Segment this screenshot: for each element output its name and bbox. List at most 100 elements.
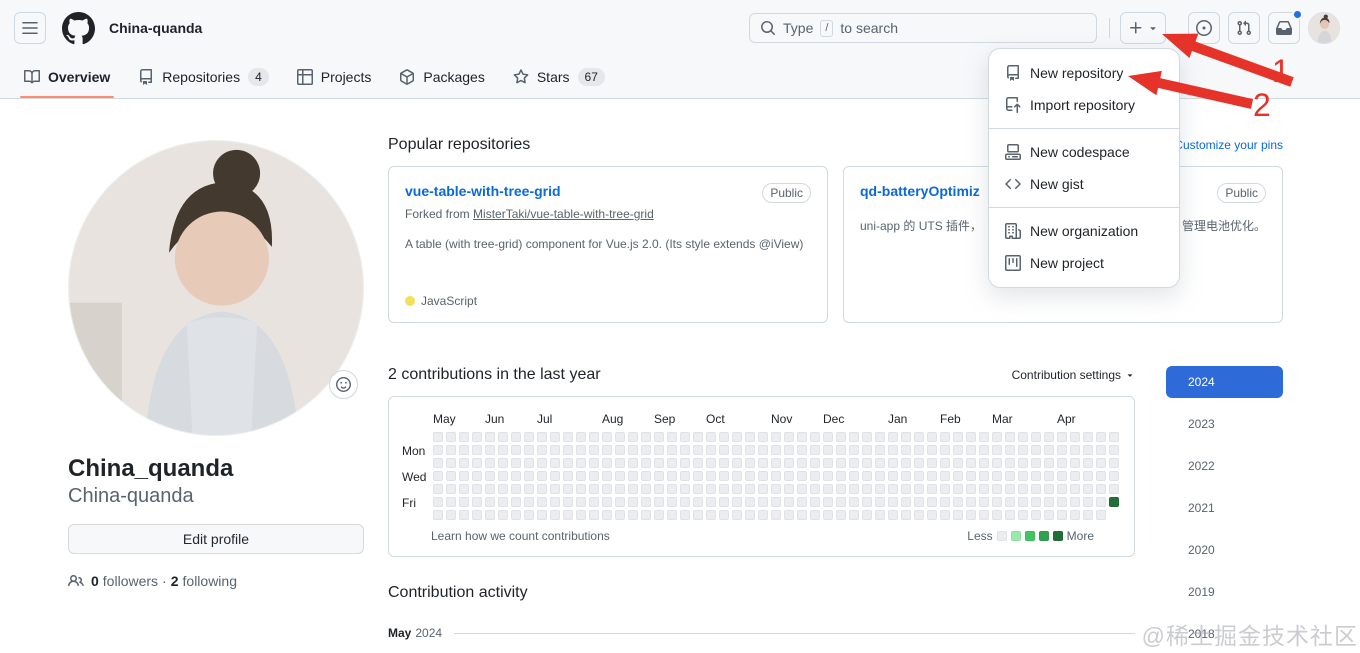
contribution-cell[interactable] bbox=[589, 458, 599, 468]
contribution-cell[interactable] bbox=[537, 471, 547, 481]
contribution-cell[interactable] bbox=[1044, 432, 1054, 442]
contribution-cell[interactable] bbox=[693, 458, 703, 468]
contribution-cell[interactable] bbox=[472, 484, 482, 494]
contribution-cell[interactable] bbox=[875, 471, 885, 481]
contribution-cell[interactable] bbox=[654, 497, 664, 507]
contribution-cell[interactable] bbox=[524, 445, 534, 455]
contribution-cell[interactable] bbox=[524, 484, 534, 494]
contribution-cell[interactable] bbox=[1031, 510, 1041, 520]
contribution-cell[interactable] bbox=[576, 497, 586, 507]
contribution-cell[interactable] bbox=[602, 510, 612, 520]
menu-item-new-gist[interactable]: New gist bbox=[989, 168, 1179, 200]
inbox-button[interactable] bbox=[1268, 9, 1303, 44]
contribution-cell[interactable] bbox=[875, 484, 885, 494]
contribution-cell[interactable] bbox=[1031, 471, 1041, 481]
contribution-cell[interactable] bbox=[1070, 458, 1080, 468]
contribution-cell[interactable] bbox=[537, 510, 547, 520]
year-2018[interactable]: 2018 bbox=[1188, 627, 1215, 641]
contribution-cell[interactable] bbox=[992, 484, 1002, 494]
contribution-cell[interactable] bbox=[732, 510, 742, 520]
contribution-cell[interactable] bbox=[901, 458, 911, 468]
contribution-cell[interactable] bbox=[615, 510, 625, 520]
contribution-cell[interactable] bbox=[550, 445, 560, 455]
contribution-cell[interactable] bbox=[1057, 432, 1067, 442]
contribution-cell[interactable] bbox=[459, 484, 469, 494]
contribution-cell[interactable] bbox=[836, 432, 846, 442]
contribution-cell[interactable] bbox=[732, 484, 742, 494]
contribution-cell[interactable] bbox=[758, 484, 768, 494]
contribution-cell[interactable] bbox=[732, 432, 742, 442]
contribution-cell[interactable] bbox=[641, 497, 651, 507]
contribution-cell[interactable] bbox=[524, 510, 534, 520]
contribution-cell[interactable] bbox=[1018, 432, 1028, 442]
contribution-cell[interactable] bbox=[550, 510, 560, 520]
contribution-cell[interactable] bbox=[628, 432, 638, 442]
contribution-cell[interactable] bbox=[810, 445, 820, 455]
contribution-cell[interactable] bbox=[992, 510, 1002, 520]
contribution-cell[interactable] bbox=[641, 432, 651, 442]
contribution-cell[interactable] bbox=[1005, 445, 1015, 455]
contribution-cell[interactable] bbox=[797, 471, 807, 481]
contribution-cell[interactable] bbox=[784, 458, 794, 468]
contribution-cell[interactable] bbox=[485, 510, 495, 520]
contribution-cell[interactable] bbox=[576, 445, 586, 455]
contribution-cell[interactable] bbox=[498, 484, 508, 494]
contribution-cell[interactable] bbox=[940, 497, 950, 507]
contribution-cell[interactable] bbox=[771, 432, 781, 442]
contribution-cell[interactable] bbox=[836, 458, 846, 468]
contribution-cell[interactable] bbox=[589, 445, 599, 455]
contribution-cell[interactable] bbox=[992, 445, 1002, 455]
contribution-cell[interactable] bbox=[901, 484, 911, 494]
contribution-cell[interactable] bbox=[888, 497, 898, 507]
contribution-cell[interactable] bbox=[459, 432, 469, 442]
contribution-cell[interactable] bbox=[862, 432, 872, 442]
contribution-cell[interactable] bbox=[927, 458, 937, 468]
contribution-cell[interactable] bbox=[667, 432, 677, 442]
contribution-cell[interactable] bbox=[810, 458, 820, 468]
contribution-cell[interactable] bbox=[589, 432, 599, 442]
contribution-cell[interactable] bbox=[1057, 458, 1067, 468]
contribution-cell[interactable] bbox=[1005, 458, 1015, 468]
contribution-cell[interactable] bbox=[485, 445, 495, 455]
contribution-cell[interactable] bbox=[1044, 445, 1054, 455]
contribution-settings-button[interactable]: Contribution settings bbox=[1012, 368, 1135, 382]
contribution-cell[interactable] bbox=[953, 497, 963, 507]
tab-stars[interactable]: Stars 67 bbox=[503, 56, 615, 98]
contribution-cell[interactable] bbox=[784, 432, 794, 442]
menu-item-new-organization[interactable]: New organization bbox=[989, 215, 1179, 247]
breadcrumb-username[interactable]: China-quanda bbox=[109, 20, 203, 36]
contribution-cell[interactable] bbox=[771, 458, 781, 468]
contribution-cell[interactable] bbox=[498, 471, 508, 481]
contribution-cell[interactable] bbox=[1005, 471, 1015, 481]
contribution-cell[interactable] bbox=[433, 432, 443, 442]
contribution-cell[interactable] bbox=[719, 445, 729, 455]
contribution-cell[interactable] bbox=[1083, 510, 1093, 520]
contribution-cell[interactable] bbox=[953, 432, 963, 442]
contribution-cell[interactable] bbox=[927, 432, 937, 442]
contribution-cell[interactable] bbox=[1070, 497, 1080, 507]
contribution-cell[interactable] bbox=[914, 432, 924, 442]
contribution-cell[interactable] bbox=[901, 510, 911, 520]
contribution-cell[interactable] bbox=[927, 510, 937, 520]
contribution-cell[interactable] bbox=[940, 432, 950, 442]
contribution-cell[interactable] bbox=[1096, 458, 1106, 468]
contribution-cell[interactable] bbox=[888, 445, 898, 455]
contribution-cell[interactable] bbox=[979, 471, 989, 481]
contribution-cell[interactable] bbox=[433, 471, 443, 481]
contribution-cell[interactable] bbox=[511, 471, 521, 481]
contribution-cell[interactable] bbox=[862, 471, 872, 481]
contribution-cell[interactable] bbox=[693, 484, 703, 494]
contribution-cell[interactable] bbox=[485, 471, 495, 481]
contribution-cell[interactable] bbox=[784, 445, 794, 455]
tab-packages[interactable]: Packages bbox=[389, 56, 494, 98]
contribution-cell[interactable] bbox=[966, 510, 976, 520]
contribution-cell[interactable] bbox=[992, 458, 1002, 468]
contribution-cell[interactable] bbox=[667, 484, 677, 494]
contribution-cell[interactable] bbox=[758, 445, 768, 455]
contribution-cell[interactable] bbox=[511, 445, 521, 455]
contribution-cell[interactable] bbox=[641, 458, 651, 468]
contribution-cell[interactable] bbox=[1109, 458, 1119, 468]
contribution-cell[interactable] bbox=[615, 445, 625, 455]
contribution-cell[interactable] bbox=[472, 510, 482, 520]
contribution-cell[interactable] bbox=[693, 497, 703, 507]
